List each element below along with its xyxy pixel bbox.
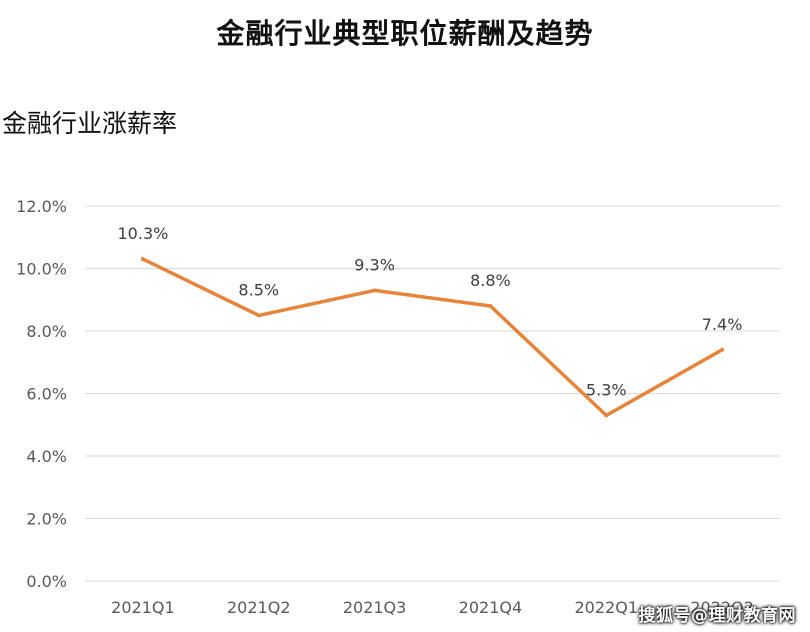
watermark: 搜狐号@理财教育网 (638, 606, 796, 626)
data-point (604, 413, 609, 418)
data-label: 5.3% (586, 380, 627, 399)
page-title: 金融行业典型职位薪酬及趋势 (216, 17, 594, 50)
x-tick-label: 2022Q2 (690, 598, 754, 617)
x-tick-label: 2021Q2 (227, 598, 291, 617)
data-label: 7.4% (702, 315, 743, 334)
y-tick-label: 0.0% (26, 572, 67, 591)
chart-title: 金融行业涨薪率 (2, 109, 178, 138)
data-point (140, 257, 145, 262)
y-tick-label: 2.0% (26, 510, 67, 529)
y-tick-label: 6.0% (26, 385, 67, 404)
data-point (256, 313, 261, 318)
data-point (372, 288, 377, 293)
y-tick-label: 12.0% (16, 197, 67, 216)
data-point (720, 347, 725, 352)
data-label: 8.5% (238, 280, 279, 299)
data-label: 9.3% (354, 255, 395, 274)
y-tick-label: 4.0% (26, 447, 67, 466)
data-label: 8.8% (470, 271, 511, 290)
data-label: 10.3% (118, 224, 169, 243)
x-tick-label: 2021Q3 (343, 598, 407, 617)
x-tick-label: 2021Q4 (459, 598, 523, 617)
series-line (141, 257, 724, 418)
x-tick-label: 2021Q1 (111, 598, 175, 617)
y-tick-label: 10.0% (16, 260, 67, 279)
x-tick-label: 2022Q1 (575, 598, 639, 617)
y-tick-label: 8.0% (26, 322, 67, 341)
data-point (488, 304, 493, 308)
